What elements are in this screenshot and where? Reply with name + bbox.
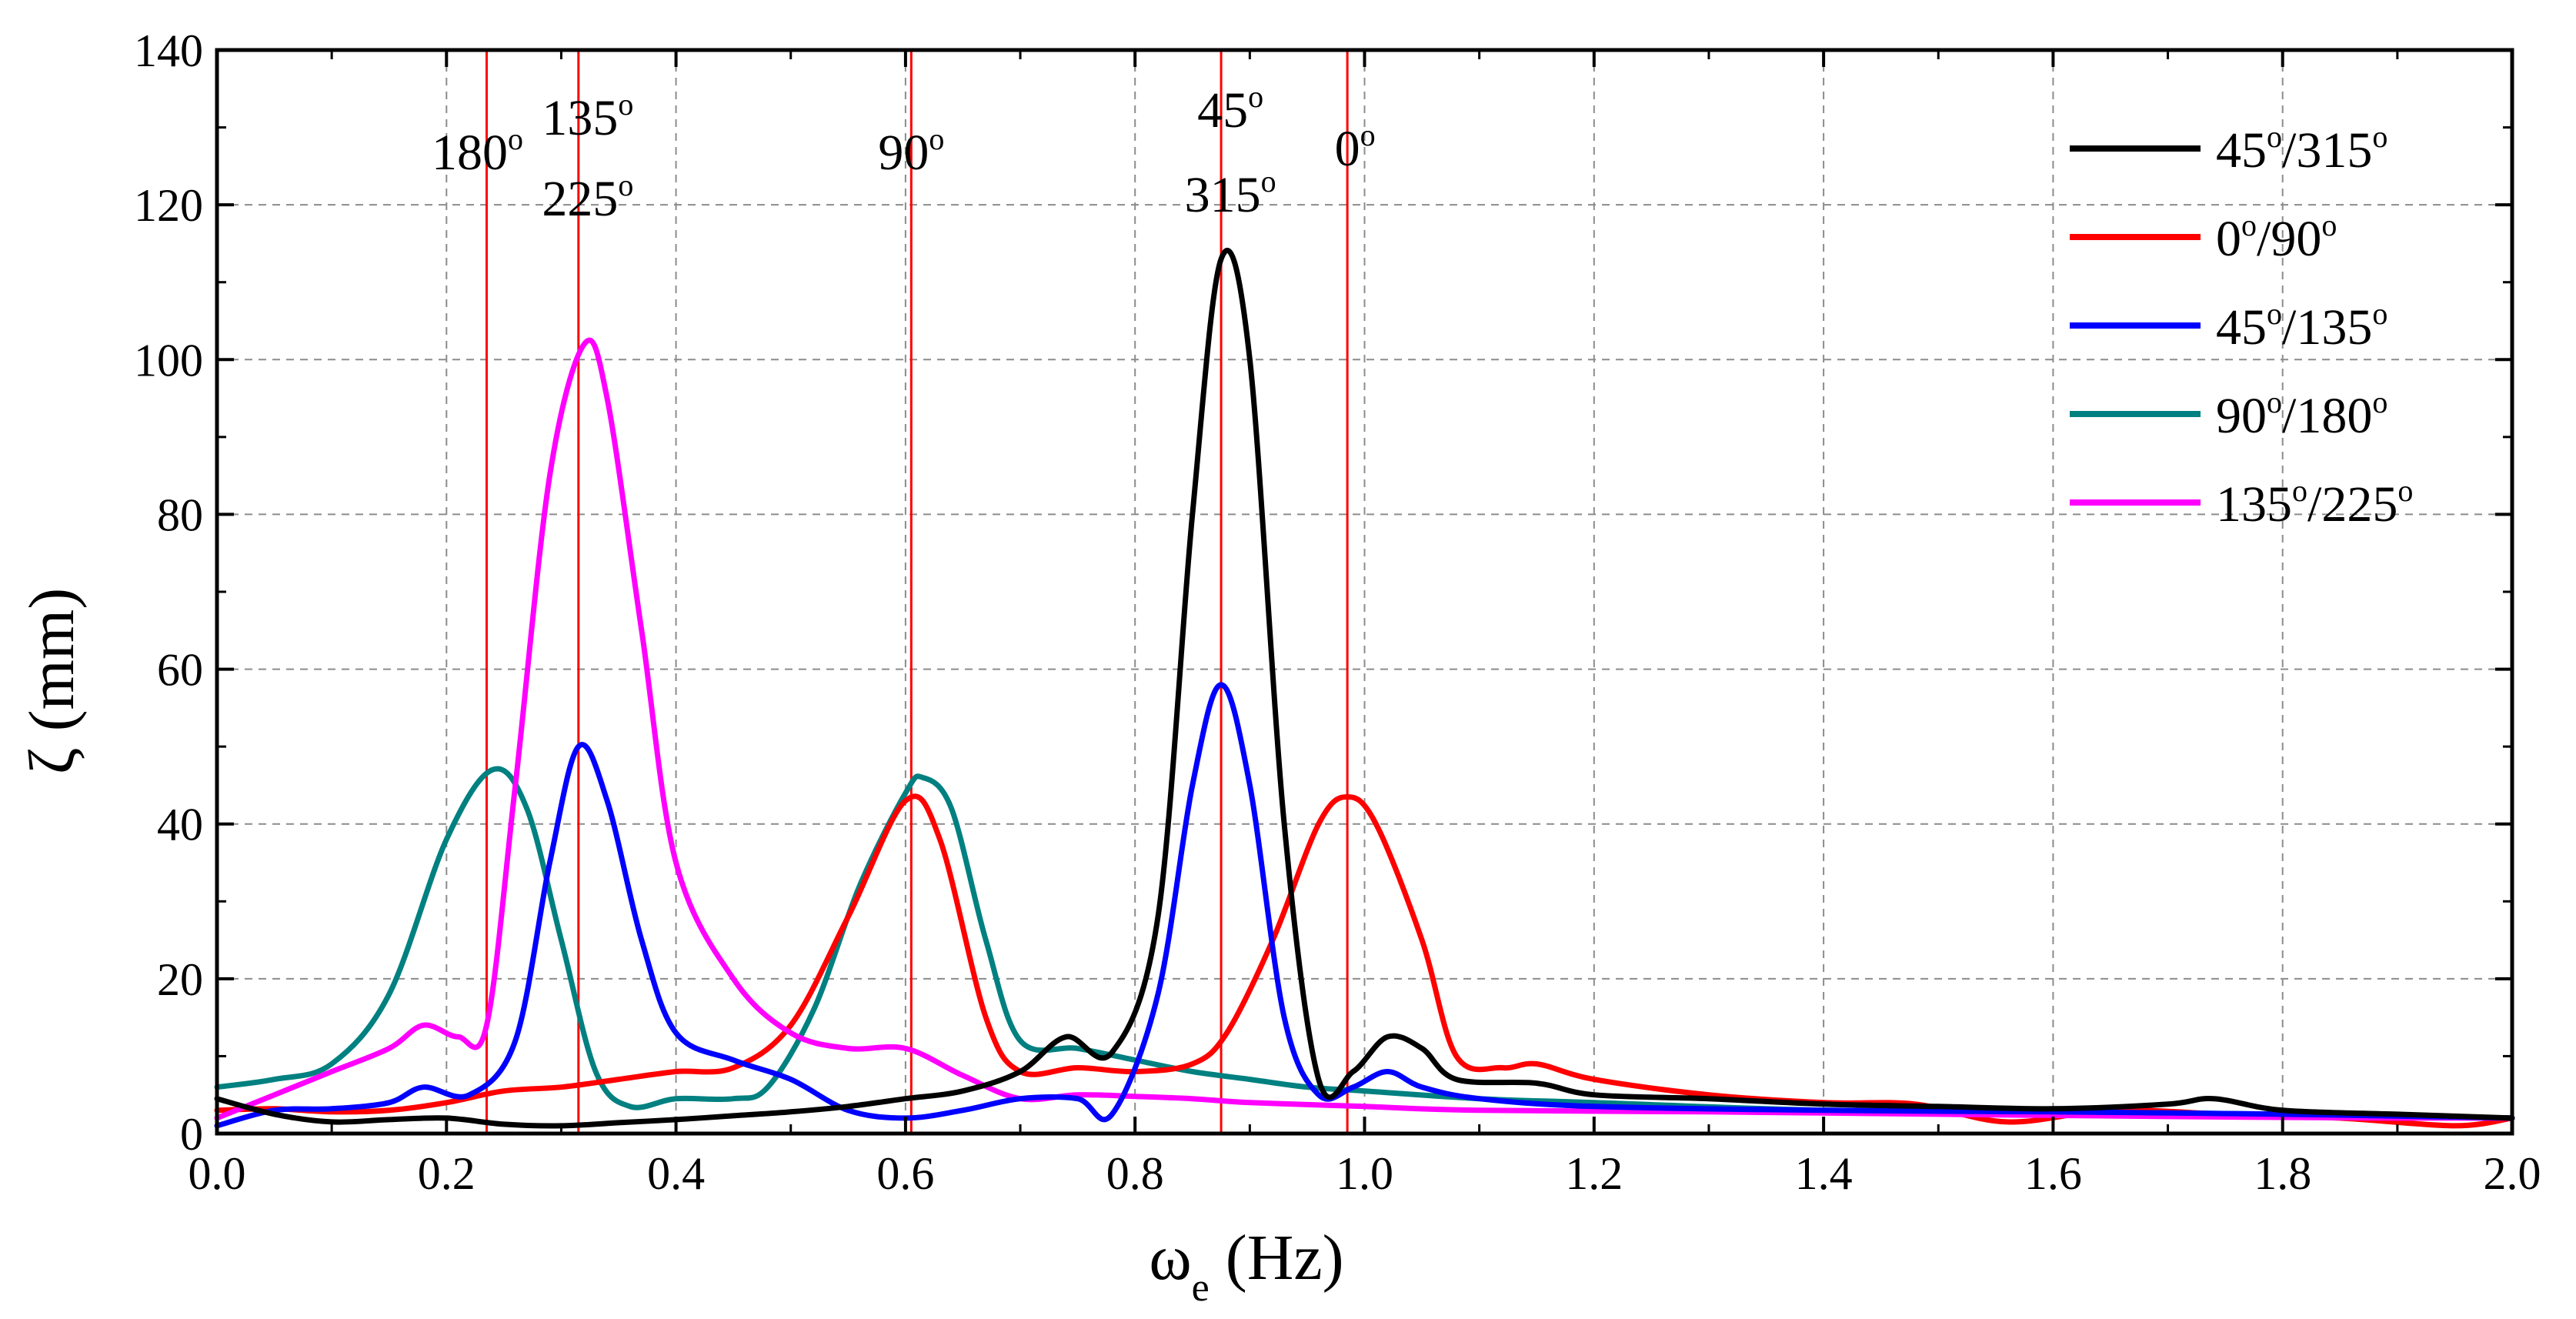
series-line-0 (214, 247, 2515, 1129)
x-tick-label: 0.8 (1106, 1148, 1164, 1199)
angle-annotation: 135o​ (542, 87, 633, 146)
x-axis-title-main: ω (1149, 1222, 1191, 1294)
x-tick-label: 1.2 (1565, 1148, 1623, 1199)
angle-annotation: 45o​ (1197, 79, 1263, 139)
marker-annotations: 180o​ 135o​ 225o​ 90o​ 45o​ 315o​ 0o​ (432, 79, 1376, 227)
y-tick-label: 140 (134, 25, 203, 76)
legend-label-1: 0o​/90o​ (2216, 208, 2337, 267)
x-tick-label: 0.2 (418, 1148, 475, 1199)
legend-label-3: 90o​/180o​ (2216, 385, 2387, 444)
x-tick-label: 1.0 (1336, 1148, 1393, 1199)
grid-layer (217, 50, 2512, 1134)
y-tick-label: 80 (157, 489, 203, 540)
x-axis-title-unit: (Hz) (1210, 1222, 1344, 1294)
legend-label-2: 45o​/135o​ (2216, 296, 2387, 356)
x-axis-title-subscript: e (1192, 1266, 1210, 1310)
legend-label-4: 135o​/225o​ (2216, 473, 2413, 533)
angle-annotation: 0o​ (1335, 118, 1376, 177)
series-layer (214, 247, 2515, 1129)
axis-ticks: 0.0 0.2 0.4 0.6 0.8 1.0 1.2 1.4 1.6 1.8 2.0 0 20 40 60… (134, 25, 2541, 1199)
angle-annotation: 315o​ (1185, 164, 1276, 223)
x-tick-label: 2.0 (2484, 1148, 2541, 1199)
series-line-4 (214, 337, 2515, 1121)
angle-annotation: 90o​ (878, 122, 944, 181)
x-tick-label: 0.4 (647, 1148, 705, 1199)
marker-lines (486, 50, 1349, 1134)
x-tick-label: 0.0 (189, 1148, 246, 1199)
legend-label-0: 45o​/315o​ (2216, 119, 2387, 179)
x-axis-title: ωe (Hz) (1149, 1222, 1343, 1310)
y-tick-label: 20 (157, 954, 203, 1005)
x-tick-label: 1.6 (2024, 1148, 2082, 1199)
series-line-2 (214, 682, 2515, 1129)
angle-annotation: 180o​ (432, 122, 523, 181)
x-tick-label: 0.6 (876, 1148, 934, 1199)
y-tick-label: 120 (134, 180, 203, 231)
x-tick-label: 1.8 (2254, 1148, 2311, 1199)
y-tick-label: 60 (157, 645, 203, 696)
y-tick-label: 100 (134, 335, 203, 386)
angle-annotation: 225o​ (542, 168, 633, 227)
legend: 45o​/315o​ 0o​/90o​ 45o​/135o​ 90o​/180o​ 13… (2070, 119, 2413, 533)
y-tick-label: 0 (180, 1109, 203, 1160)
x-tick-label: 1.4 (1795, 1148, 1853, 1199)
y-axis-title: ζ (mm) (16, 588, 88, 774)
y-tick-label: 40 (157, 800, 203, 850)
